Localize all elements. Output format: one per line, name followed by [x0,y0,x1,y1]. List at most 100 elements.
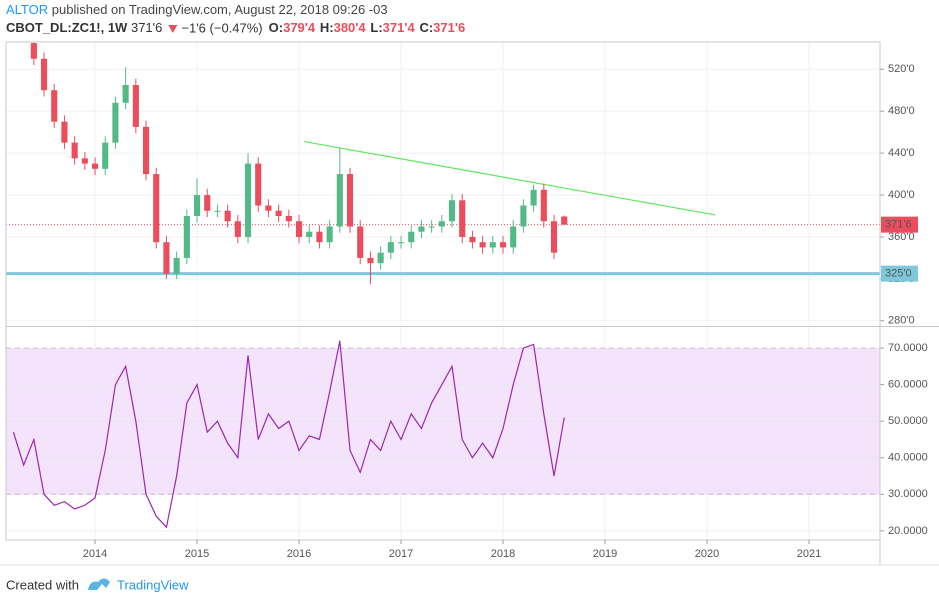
symbol: CBOT_DL:ZC1!, 1W [6,20,128,35]
candle-body [285,215,292,222]
rsi-panel: 20.0000 30.0000 40.0000 50.0000 60.0000 70.00… [6,328,928,540]
candle-body [265,205,272,211]
price-label-bg [881,216,918,233]
trendline [304,140,716,216]
ohlc-item: L:371'4 [370,20,415,35]
price-panel: 280'0320'0360'0400'0440'0480'0520'0325'0… [6,42,918,327]
candle-body [438,221,445,227]
ohlc-value: 371'6 [433,20,465,35]
y-tick-label: 70.0000 [888,342,928,354]
candle-body [336,174,343,227]
ohlc-label: C: [419,20,433,35]
candle-body [173,257,180,274]
candle-body [469,236,476,243]
candle-body [367,257,374,264]
y-tick-label: 520'0 [888,63,915,75]
published: published on TradingView.com, August 22,… [52,2,388,17]
logo [88,578,110,590]
candle-body [530,189,537,206]
y-tick-label: 30.0000 [888,488,928,500]
ohlc-value: 380'4 [334,20,367,35]
header-line: ALTOR published on TradingView.com, Augu… [6,2,388,17]
x-tick-label: 2014 [83,548,107,560]
price-label: 371'6 [885,219,912,231]
y-tick-label: 60.0000 [888,379,928,391]
candle-body [377,252,384,264]
x-tick-label: 2018 [491,548,515,560]
candle-body [204,195,211,211]
candle-body [142,126,150,175]
x-tick-label: 2019 [593,548,617,560]
candle-body [234,221,241,237]
candle-body [387,242,394,253]
candle-body [489,242,496,248]
y-tick-label: 440'0 [888,147,915,159]
price-label: 325'0 [885,268,912,280]
y-tick-label: 360'0 [888,231,915,243]
candle-body [448,200,456,222]
footer-brand[interactable]: TradingView [117,577,189,592]
rsi-line [12,340,565,529]
candle-body [81,158,88,164]
candle-body [30,43,37,59]
candle-body [326,226,333,243]
candle-body [224,210,231,222]
price-label-bg [881,265,918,282]
candle-body [183,215,190,258]
x-tick-label: 2016 [287,548,311,560]
candle-body [499,242,507,248]
logo-icon [88,578,110,590]
x-tick-label: 2021 [797,548,821,560]
candle-body [418,226,425,232]
candle-body [61,121,68,143]
ohlc-item: C:371'6 [419,20,465,35]
candle-body [428,226,435,228]
candle-body [275,210,282,216]
candle-body [295,221,303,237]
candle-body [346,174,354,227]
ohlc-label: O: [269,20,283,35]
candle-body [316,231,323,243]
candle-body [102,142,109,169]
candle-body [540,189,547,222]
y-tick-label: 50.0000 [888,415,928,427]
ohlc-item: O:379'4 [269,20,316,35]
y-tick-label: 20.0000 [888,525,928,537]
candle-body [71,142,78,159]
x-tick-label: 2017 [389,548,413,560]
candle-body [51,90,58,122]
author: ALTOR [6,2,48,17]
x-tick-label: 2015 [185,548,209,560]
candle-body [510,226,517,248]
candle-body [244,163,252,237]
candle-body [40,58,48,91]
candle-body [550,221,558,253]
candle-body [153,174,160,243]
candle-body [132,84,139,127]
candle-body [214,210,221,212]
candle-body [561,216,568,225]
candle-body [122,84,129,103]
x-tick-label: 2020 [695,548,719,560]
candle-body [397,242,405,244]
candle-body [357,226,364,258]
candle-body [459,200,466,237]
candle-body [193,195,201,216]
y-tick-label: 480'0 [888,105,915,117]
ohlc-value: 379'4 [283,20,316,35]
ohlc-label: L: [370,20,382,35]
y-tick-label: 40.0000 [888,452,928,464]
footer-text: Created with [6,577,79,592]
candle-body [408,231,415,243]
candle-body [163,242,170,274]
y-tick-label: 280'0 [888,315,915,327]
ohlc-item: H:380'4 [320,20,367,35]
candle-body [91,163,99,169]
candle-body [112,102,119,143]
candle-body [520,205,527,227]
price: 371'6 [131,20,162,35]
ohlc-value: 371'4 [383,20,416,35]
change: −1'6 (−0.47%) [181,20,262,35]
